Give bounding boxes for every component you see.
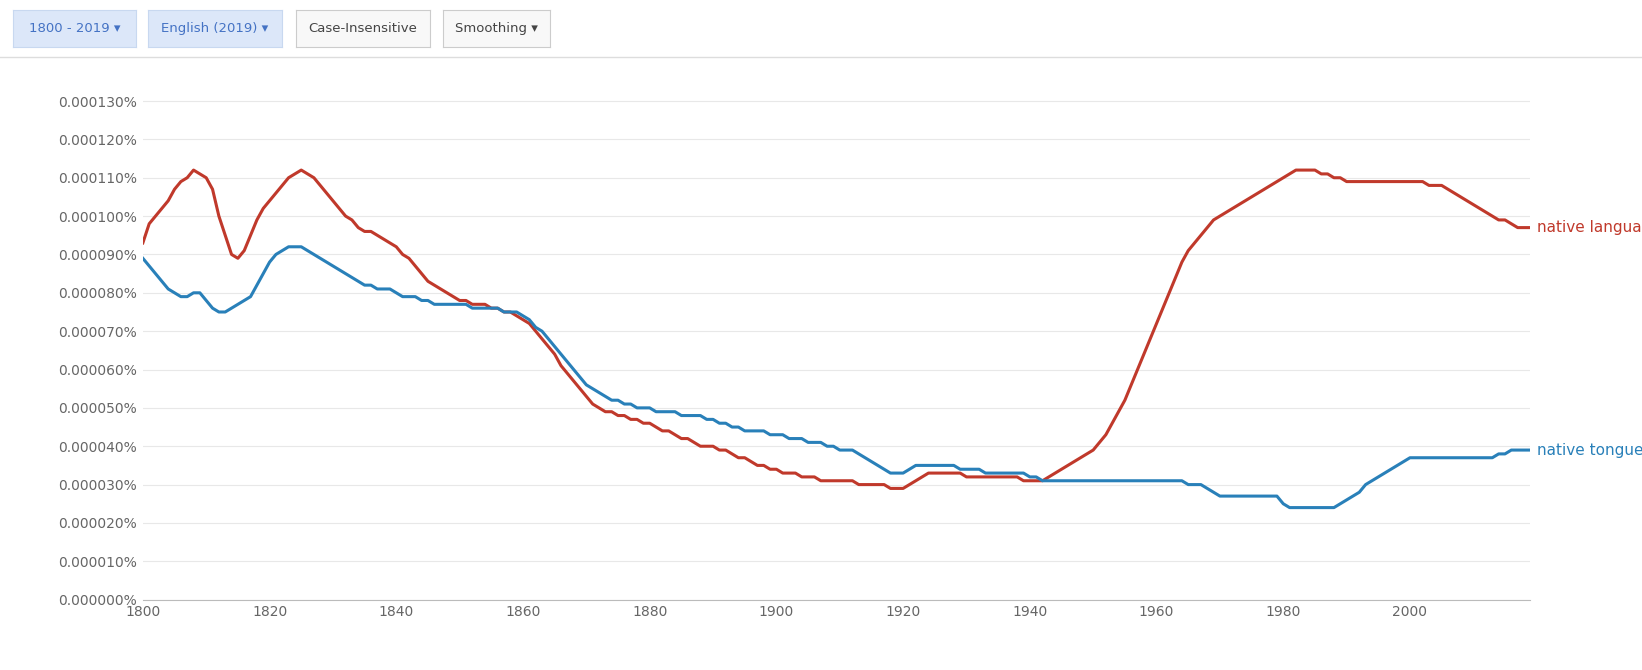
Text: English (2019) ▾: English (2019) ▾	[161, 22, 269, 36]
Text: native tongue: native tongue	[1537, 443, 1642, 458]
Text: 1800 - 2019 ▾: 1800 - 2019 ▾	[30, 22, 120, 36]
Text: Smoothing ▾: Smoothing ▾	[455, 22, 539, 36]
Text: Case-Insensitive: Case-Insensitive	[309, 22, 417, 36]
Text: native language: native language	[1537, 220, 1642, 235]
